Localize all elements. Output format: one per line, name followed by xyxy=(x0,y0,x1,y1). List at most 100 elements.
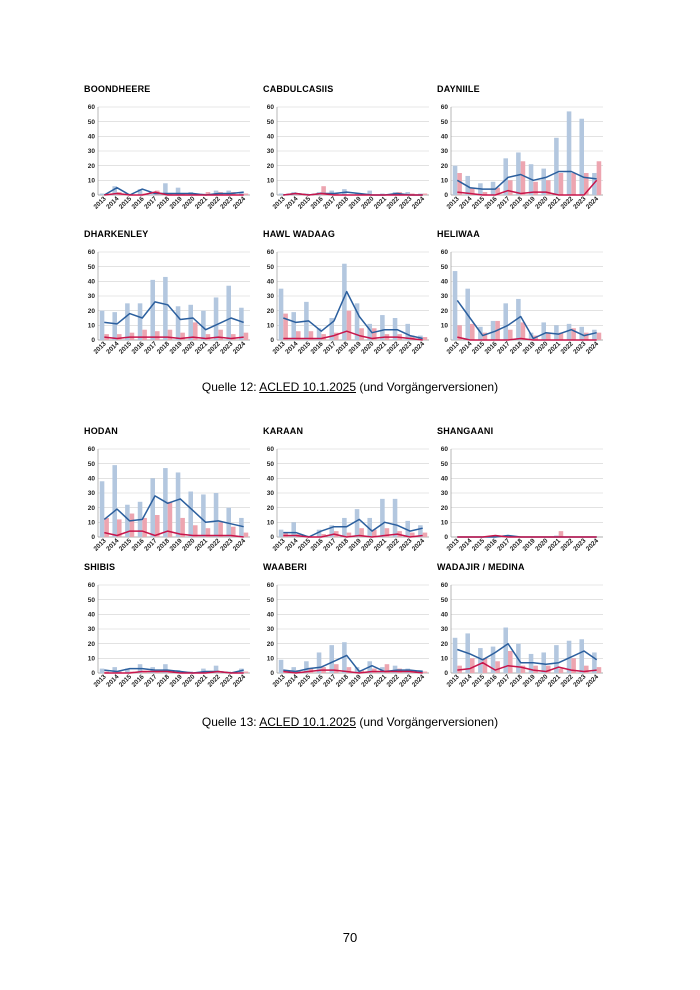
bar-blue xyxy=(188,491,193,537)
y-tick-label: 50 xyxy=(267,597,275,604)
bar-blue xyxy=(478,648,483,673)
x-tick-label: 2014 xyxy=(105,340,120,355)
x-tick-label: 2024 xyxy=(232,340,247,355)
x-tick-label: 2015 xyxy=(471,537,486,552)
bar-blue xyxy=(342,642,347,673)
bar-blue xyxy=(150,478,155,537)
x-tick-label: 2023 xyxy=(219,537,234,552)
y-tick-label: 20 xyxy=(441,505,449,512)
bar-blue xyxy=(175,472,181,537)
x-tick-label: 2017 xyxy=(322,537,337,552)
bar-pink xyxy=(205,192,211,195)
bar-pink xyxy=(546,180,551,195)
y-tick-label: 10 xyxy=(267,178,275,185)
bar-blue xyxy=(99,481,105,537)
series-line-blue xyxy=(103,495,244,528)
y-tick-label: 40 xyxy=(267,476,275,483)
caption-suffix: (und Vorgängerversionen) xyxy=(356,380,499,394)
y-tick-label: 50 xyxy=(88,264,96,271)
bar-pink xyxy=(457,325,462,340)
bar-pink xyxy=(508,329,513,340)
x-tick-label: 2016 xyxy=(131,537,146,552)
chart-svg: 0102030405060201320142015201620172018201… xyxy=(441,446,603,553)
bar-blue xyxy=(418,525,423,537)
x-tick-label: 2019 xyxy=(348,340,363,355)
chart-title: WAABERI xyxy=(263,562,307,572)
bar-blue xyxy=(201,668,206,673)
y-tick-label: 10 xyxy=(267,323,275,330)
chart-dharkenley: DHARKENLEY 0 10 20 30 40 50 60 2013 2014 2015 2016… xyxy=(84,229,256,369)
bar-blue xyxy=(291,667,296,673)
bar-blue xyxy=(566,111,572,195)
chart-svg: 0102030405060201320142015201620172018201… xyxy=(88,582,250,689)
y-tick-label: 20 xyxy=(441,163,449,170)
y-tick-label: 50 xyxy=(88,461,96,468)
bar-pink xyxy=(571,173,576,195)
bar-pink xyxy=(520,161,526,195)
y-tick-label: 60 xyxy=(267,249,275,256)
x-tick-label: 2023 xyxy=(219,340,234,355)
y-tick-label: 0 xyxy=(444,337,448,344)
series-line-red xyxy=(457,336,597,341)
bar-blue xyxy=(452,637,458,673)
x-tick-label: 2018 xyxy=(156,673,171,688)
x-tick-label: 2015 xyxy=(118,340,133,355)
bar-blue xyxy=(367,190,372,195)
y-tick-label: 50 xyxy=(88,119,96,126)
bar-blue xyxy=(329,525,334,537)
bar-blue xyxy=(503,158,508,195)
caption-source-link[interactable]: ACLED 10.1.2025 xyxy=(259,380,356,394)
bar-pink xyxy=(218,329,223,340)
bar-pink xyxy=(243,532,249,537)
bar-pink xyxy=(470,323,475,340)
chart-svg: 0102030405060201320142015201620172018201… xyxy=(441,582,603,689)
x-tick-label: 2022 xyxy=(386,537,401,552)
bar-pink xyxy=(346,310,352,340)
x-tick-label: 2024 xyxy=(585,195,600,210)
x-tick-label: 2015 xyxy=(471,673,486,688)
bar-blue xyxy=(163,276,168,340)
bar-blue xyxy=(163,664,168,673)
bar-blue xyxy=(125,504,130,537)
y-tick-label: 40 xyxy=(88,612,96,619)
bar-blue xyxy=(213,190,219,195)
y-tick-label: 60 xyxy=(88,446,96,453)
bar-blue xyxy=(354,303,360,340)
bar-blue xyxy=(566,323,572,340)
y-tick-label: 10 xyxy=(267,656,275,663)
x-tick-label: 2017 xyxy=(322,195,337,210)
y-tick-label: 60 xyxy=(88,249,96,256)
y-tick-label: 0 xyxy=(91,670,95,677)
x-tick-label: 2024 xyxy=(585,673,600,688)
bar-pink xyxy=(193,525,198,537)
bar-pink xyxy=(243,193,249,195)
x-tick-label: 2018 xyxy=(509,340,524,355)
x-tick-label: 2017 xyxy=(496,673,511,688)
x-tick-label: 2017 xyxy=(143,673,158,688)
bar-pink xyxy=(321,534,326,537)
bar-blue xyxy=(137,303,143,340)
y-tick-label: 40 xyxy=(267,134,275,141)
x-tick-label: 2014 xyxy=(105,673,120,688)
bar-pink xyxy=(308,331,314,340)
bar-pink xyxy=(495,661,500,673)
x-tick-label: 2014 xyxy=(284,195,299,210)
y-tick-label: 50 xyxy=(267,119,275,126)
x-tick-label: 2018 xyxy=(335,195,350,210)
bar-pink xyxy=(321,186,326,195)
caption-prefix: Quelle 12: xyxy=(201,380,260,394)
y-tick-label: 50 xyxy=(441,461,449,468)
chart-shibis: SHIBIS 0 10 20 30 40 50 60 2013 2014 2015 2016 2017… xyxy=(84,562,256,702)
bar-pink xyxy=(508,651,513,673)
chart-svg: 0102030405060201320142015201620172018201… xyxy=(88,249,250,356)
series-line-blue xyxy=(103,186,244,196)
bar-blue xyxy=(239,192,244,195)
series-line-red xyxy=(457,661,597,673)
y-tick-label: 0 xyxy=(91,534,95,541)
y-tick-label: 30 xyxy=(441,293,449,300)
x-tick-label: 2016 xyxy=(484,195,499,210)
bar-blue xyxy=(125,668,130,673)
bar-pink xyxy=(359,670,364,673)
caption-source-link[interactable]: ACLED 10.1.2025 xyxy=(259,715,356,729)
bar-blue xyxy=(367,323,372,340)
